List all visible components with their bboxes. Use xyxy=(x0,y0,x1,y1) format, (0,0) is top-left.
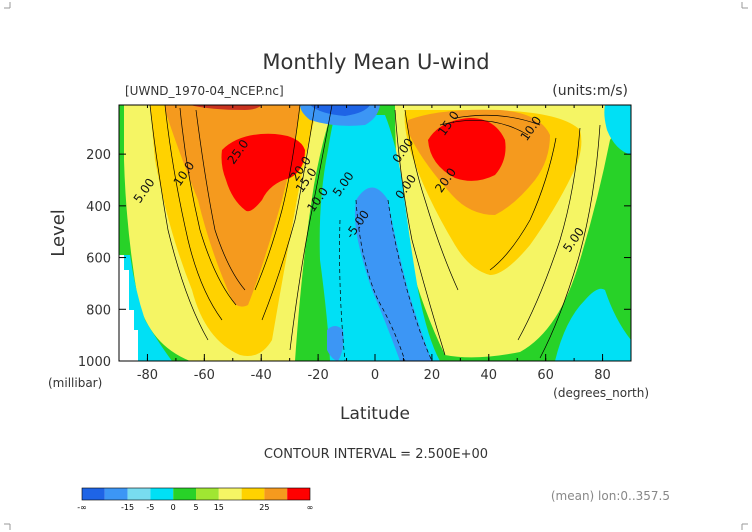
x-tick-label: 80 xyxy=(594,368,611,383)
colorbar: -∞ -15 -5 0 5 15 25 ∞ xyxy=(77,487,314,512)
x-tick-label: -20 xyxy=(307,368,328,383)
easterlies-blue xyxy=(355,187,432,361)
y-axis-unit: (millibar) xyxy=(48,376,102,390)
southern-jet-red xyxy=(221,133,305,212)
colorbar-swatch xyxy=(264,488,288,500)
colorbar-swatch xyxy=(82,488,105,500)
contour-interval: CONTOUR INTERVAL = 2.500E+00 xyxy=(264,447,488,462)
y-tick-label: 600 xyxy=(86,252,111,267)
x-tick-label: -80 xyxy=(137,368,158,383)
x-tick-label: -60 xyxy=(194,368,215,383)
x-tick-label: 0 xyxy=(371,368,379,383)
y-axis: 200 400 600 800 1000 xyxy=(78,148,631,370)
colorbar-swatch xyxy=(127,488,151,500)
y-tick-label: 400 xyxy=(86,200,111,215)
contour-fill xyxy=(119,105,631,361)
equatorial-blue-blob xyxy=(327,326,344,361)
colorbar-tick-label: -5 xyxy=(146,503,154,512)
x-axis-unit: (degrees_north) xyxy=(553,386,649,400)
y-axis-label: Level xyxy=(48,209,69,257)
y-tick-label: 800 xyxy=(86,303,111,318)
colorbar-frame xyxy=(81,487,311,501)
x-axis-label: Latitude xyxy=(340,404,410,424)
colorbar-swatch xyxy=(241,488,265,500)
top-brown-band xyxy=(190,105,262,110)
northern-upper-cyan xyxy=(604,105,631,155)
colorbar-swatch xyxy=(287,488,310,500)
colorbar-tick-label: 25 xyxy=(259,503,269,512)
footer-text: (mean) lon:0..357.5 xyxy=(551,489,670,503)
colorbar-swatch xyxy=(196,488,219,500)
x-tick-label: -40 xyxy=(251,368,272,383)
x-tick-label: 20 xyxy=(424,368,441,383)
colorbar-tick-label: 0 xyxy=(171,503,176,512)
colorbar-tick-label: ∞ xyxy=(307,503,314,512)
crop-marks xyxy=(4,2,748,530)
y-tick-label: 200 xyxy=(86,148,111,163)
file-label: [UWND_1970-04_NCEP.nc] xyxy=(125,84,284,98)
negative-contour-lines xyxy=(339,199,433,361)
colorbar-tick-label: 5 xyxy=(193,503,198,512)
x-tick-label: 60 xyxy=(537,368,554,383)
northern-polar-cyan xyxy=(555,288,631,361)
northern-jet-red xyxy=(428,118,506,181)
colorbar-swatch xyxy=(104,488,128,500)
contour-lines xyxy=(149,105,601,359)
colorbar-tick-label: 15 xyxy=(214,503,224,512)
colorbar-swatch xyxy=(150,488,174,500)
x-axis: -80 -60 -40 -20 0 20 40 60 80 xyxy=(118,105,632,383)
y-tick-label: 1000 xyxy=(78,355,111,370)
x-tick-label: 40 xyxy=(481,368,498,383)
colorbar-swatch xyxy=(173,488,196,500)
southern-polar-white xyxy=(119,255,138,361)
chart-title: Monthly Mean U-wind xyxy=(262,50,489,74)
colorbar-tick-label: -15 xyxy=(121,503,134,512)
colorbar-tick-label: -∞ xyxy=(77,503,87,512)
units-label: (units:m/s) xyxy=(552,83,628,99)
stratosphere-dark-blue xyxy=(310,105,370,116)
colorbar-swatch xyxy=(218,488,242,500)
